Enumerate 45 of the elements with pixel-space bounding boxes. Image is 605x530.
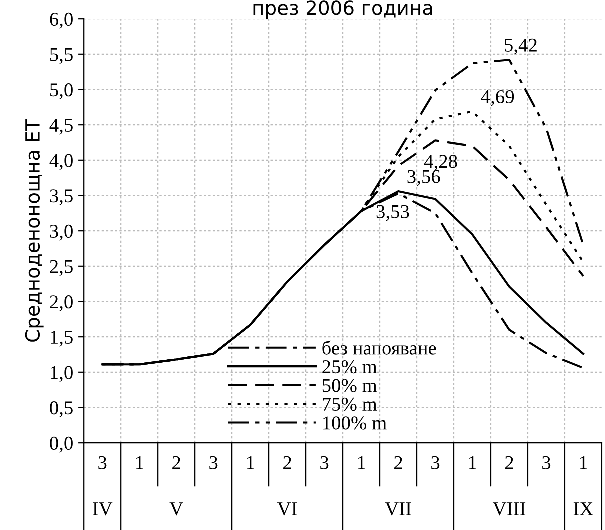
y-tick-label: 1,5 bbox=[51, 330, 73, 347]
x-tick-label: 2 bbox=[172, 456, 180, 470]
y-tick-label: 2,0 bbox=[50, 296, 73, 312]
legend-label: 75% m bbox=[323, 398, 378, 412]
legend-label: 50% m bbox=[322, 379, 378, 392]
data-label: 5,42 bbox=[505, 38, 537, 55]
text: IX bbox=[574, 502, 594, 516]
x-tick-label: 3 bbox=[320, 456, 329, 470]
y-tick-label: 0,0 bbox=[50, 436, 73, 453]
x-tick-label: 1 bbox=[247, 456, 254, 470]
x-tick-label: 1 bbox=[469, 456, 476, 470]
x-tick-label: 3 bbox=[542, 456, 551, 470]
x-tick-label: 2 bbox=[284, 456, 292, 470]
data-label: 3,56 bbox=[408, 170, 440, 186]
y-tick-label: 6,0 bbox=[50, 12, 73, 29]
text: VIII bbox=[492, 502, 526, 516]
data-label: 4,28 bbox=[424, 155, 458, 171]
y-tick-label: 5,5 bbox=[50, 48, 73, 64]
y-tick-label: 5,0 bbox=[50, 84, 73, 100]
y-tick-label: 0,5 bbox=[50, 402, 73, 418]
legend-label: 100% m bbox=[324, 416, 387, 430]
text: V bbox=[170, 502, 184, 516]
text: VI bbox=[278, 502, 298, 516]
x-tick-label: 3 bbox=[98, 456, 107, 470]
y-axis-title: Средноденонощна ЕТ bbox=[25, 119, 44, 342]
y-tick-label: 3,5 bbox=[50, 190, 73, 206]
x-tick-label: 2 bbox=[505, 456, 514, 470]
x-tick-label: 3 bbox=[432, 456, 440, 470]
y-tick-label: 3,0 bbox=[50, 224, 73, 241]
x-tick-label: 3 bbox=[210, 456, 218, 470]
y-tick-label: 1,0 bbox=[51, 366, 73, 382]
legend-label: без напояване bbox=[322, 340, 436, 355]
x-tick-label: 1 bbox=[358, 456, 366, 470]
chart-title: през 2006 година bbox=[254, 0, 432, 20]
x-tick-label: 1 bbox=[136, 456, 144, 470]
legend-label: 25% m bbox=[322, 360, 378, 374]
y-tick-label: 4,5 bbox=[50, 119, 73, 135]
data-label: 4,69 bbox=[481, 90, 514, 106]
x-tick-label: 1 bbox=[580, 456, 588, 470]
data-label: 3,53 bbox=[376, 205, 410, 222]
y-tick-label: 4,0 bbox=[50, 154, 73, 170]
text: IV bbox=[93, 502, 113, 516]
x-tick-label: 2 bbox=[394, 456, 402, 470]
y-tick-label: 2,5 bbox=[50, 260, 73, 276]
text: VII bbox=[385, 502, 412, 516]
